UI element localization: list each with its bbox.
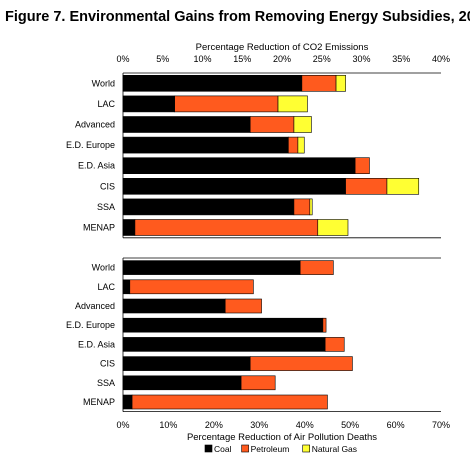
co2-bar-coal: [123, 178, 346, 194]
co2-x-tick-label: 35%: [392, 54, 410, 64]
co2-x-tick-label: 30%: [352, 54, 370, 64]
deaths-x-tick-label: 0%: [116, 420, 129, 430]
deaths-x-tick-label: 40%: [296, 420, 314, 430]
co2-bar-petroleum: [135, 220, 318, 236]
co2-bar-petroleum: [355, 158, 369, 174]
co2-bar-natural-gas: [310, 199, 312, 215]
deaths-bar-petroleum: [225, 299, 261, 313]
co2-x-tick-label: 0%: [116, 54, 129, 64]
co2-category-label: CIS: [100, 181, 115, 191]
deaths-x-axis-label: Percentage Reduction of Air Pollution De…: [187, 432, 377, 443]
co2-x-tick-label: 5%: [156, 54, 169, 64]
deaths-bar-coal: [123, 318, 323, 332]
co2-bar-coal: [123, 158, 355, 174]
deaths-bar-petroleum: [325, 337, 344, 351]
deaths-x-tick-label: 10%: [159, 420, 177, 430]
deaths-x-tick-label: 50%: [341, 420, 359, 430]
deaths-bar-coal: [123, 299, 225, 313]
deaths-bar-petroleum: [250, 357, 352, 371]
deaths-x-tick-label: 70%: [432, 420, 450, 430]
deaths-bar-coal: [123, 280, 130, 294]
co2-x-tick-label: 20%: [273, 54, 291, 64]
deaths-category-label: MENAP: [83, 397, 115, 407]
co2-x-axis-label: Percentage Reduction of CO2 Emissions: [196, 42, 369, 53]
legend-label: Petroleum: [251, 444, 290, 454]
co2-bar-coal: [123, 220, 135, 236]
deaths-category-label: E.D. Europe: [66, 320, 115, 330]
co2-category-label: LAC: [97, 99, 115, 109]
deaths-bar-petroleum: [130, 280, 254, 294]
co2-category-label: SSA: [97, 202, 115, 212]
co2-bar-natural-gas: [298, 137, 304, 153]
co2-bar-coal: [123, 75, 302, 91]
co2-bar-natural-gas: [278, 96, 307, 112]
co2-bar-coal: [123, 199, 294, 215]
legend-swatch-natural-gas: [303, 445, 310, 452]
deaths-bar-coal: [123, 376, 241, 390]
deaths-bar-petroleum: [132, 395, 327, 409]
deaths-x-tick-label: 30%: [250, 420, 268, 430]
co2-x-tick-label: 10%: [193, 54, 211, 64]
co2-bar-petroleum: [346, 178, 387, 194]
co2-bar-natural-gas: [336, 75, 346, 91]
deaths-x-tick-label: 60%: [387, 420, 405, 430]
co2-bar-petroleum: [250, 117, 294, 133]
deaths-x-tick-label: 20%: [205, 420, 223, 430]
co2-bar-natural-gas: [318, 220, 348, 236]
co2-category-label: MENAP: [83, 223, 115, 233]
legend-label: Natural Gas: [312, 444, 357, 454]
deaths-category-label: Advanced: [75, 301, 115, 311]
co2-bar-natural-gas: [387, 178, 419, 194]
legend-swatch-coal: [205, 445, 212, 452]
deaths-category-label: CIS: [100, 359, 115, 369]
deaths-bar-coal: [123, 337, 325, 351]
co2-bar-coal: [123, 96, 175, 112]
deaths-bar-petroleum: [241, 376, 275, 390]
co2-x-tick-label: 15%: [233, 54, 251, 64]
co2-category-label: E.D. Europe: [66, 140, 115, 150]
legend-label: Coal: [214, 444, 232, 454]
co2-bar-coal: [123, 137, 288, 153]
co2-bar-coal: [123, 117, 250, 133]
deaths-category-label: LAC: [97, 282, 115, 292]
co2-bar-petroleum: [302, 75, 336, 91]
co2-category-label: Advanced: [75, 120, 115, 130]
co2-bar-petroleum: [175, 96, 278, 112]
deaths-bar-petroleum: [300, 261, 333, 275]
co2-x-tick-label: 40%: [432, 54, 450, 64]
deaths-category-label: SSA: [97, 378, 115, 388]
deaths-bar-coal: [123, 357, 250, 371]
co2-bar-natural-gas: [294, 117, 311, 133]
legend-swatch-petroleum: [242, 445, 249, 452]
co2-bar-petroleum: [294, 199, 310, 215]
co2-x-tick-label: 25%: [313, 54, 331, 64]
deaths-category-label: World: [92, 263, 115, 273]
co2-bar-petroleum: [288, 137, 298, 153]
deaths-bar-coal: [123, 395, 132, 409]
co2-category-label: World: [92, 78, 115, 88]
deaths-bar-coal: [123, 261, 300, 275]
co2-category-label: E.D. Asia: [78, 161, 115, 171]
deaths-category-label: E.D. Asia: [78, 339, 115, 349]
deaths-bar-petroleum: [323, 318, 326, 332]
